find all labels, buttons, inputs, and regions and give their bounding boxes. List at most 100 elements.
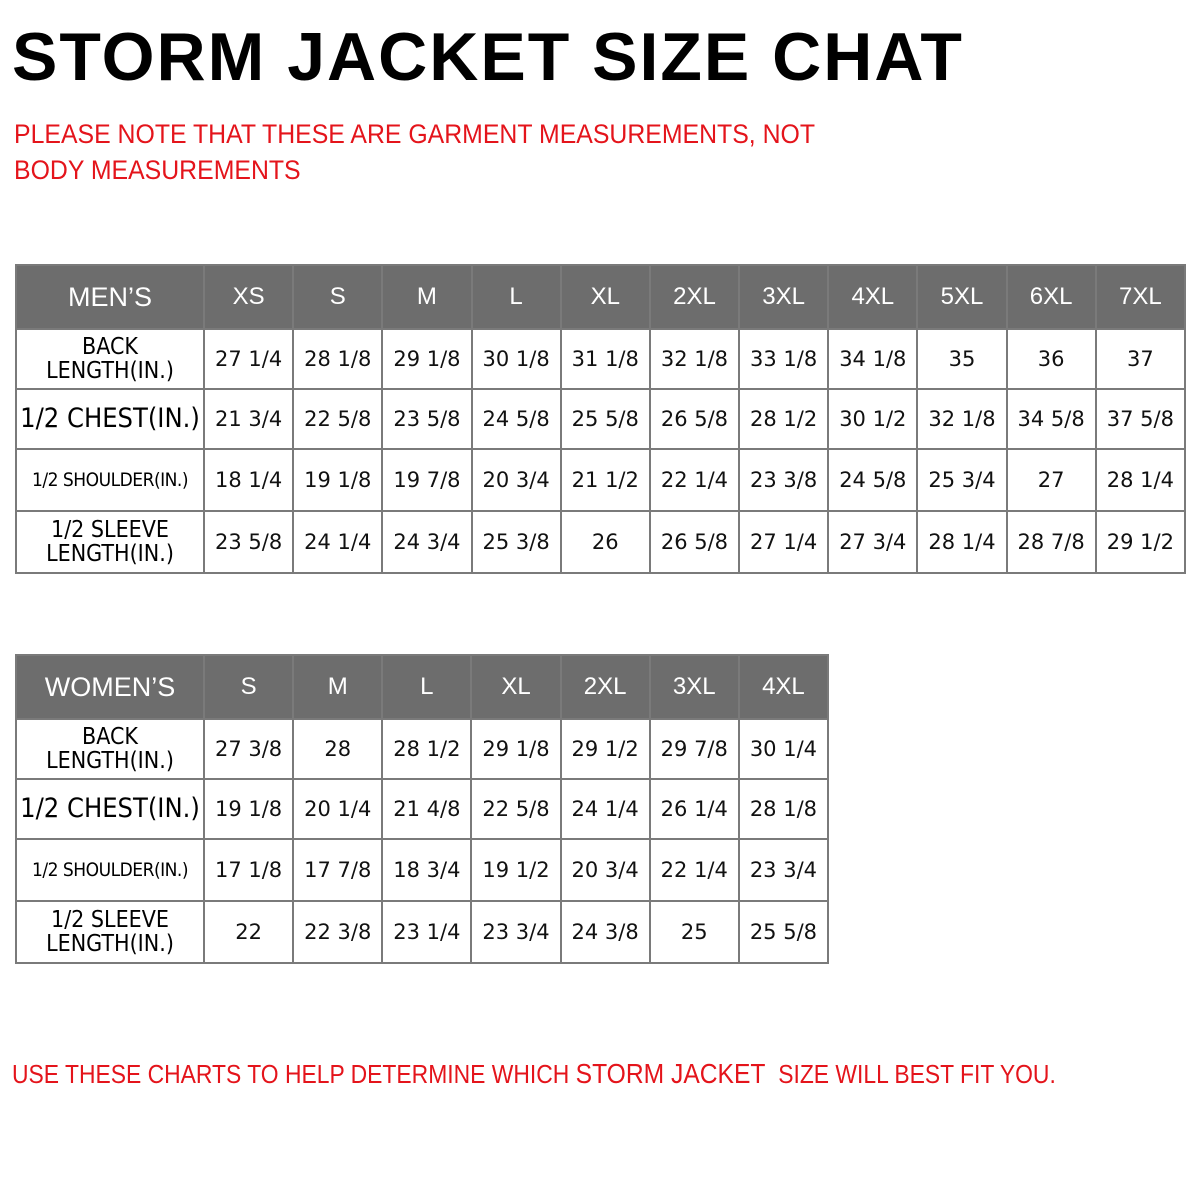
measurement-value: 18 1/4 [202, 448, 295, 512]
measurement-label: BACK LENGTH(IN.) [15, 328, 205, 390]
measurement-value: 17 1/8 [202, 838, 295, 902]
size-header: XL [470, 654, 562, 720]
measurement-value: 22 5/8 [470, 778, 562, 840]
measurement-value: 30 1/8 [470, 328, 562, 390]
mens-size-table: MEN’S XS S M L XL 2XL 3XL 4XL 5XL 6XL 7XL BACK LENGT… [15, 264, 1187, 574]
footer-instruction: USE THESE CHARTS TO HELP DETERMINE WHICH… [12, 1058, 1056, 1090]
measurement-value: 28 1/2 [381, 718, 473, 780]
measurement-value: 29 7/8 [648, 718, 740, 780]
measurement-value: 28 1/4 [1094, 448, 1187, 512]
measurement-value: 24 1/4 [292, 510, 384, 574]
measurement-value: 20 3/4 [559, 838, 651, 902]
womens-size-table: WOMEN’S S M L XL 2XL 3XL 4XL BACK LENGTH(IN.) 27 … [15, 654, 830, 964]
measurement-label: 1/2 SLEEVE LENGTH(IN.) [15, 510, 205, 574]
table-row: BACK LENGTH(IN.) 27 1/4 28 1/8 29 1/8 30 1/8… [15, 328, 1187, 390]
measurement-value: 27 1/4 [738, 510, 830, 574]
measurement-value: 24 5/8 [470, 388, 562, 450]
table-row: 1/2 SLEEVE LENGTH(IN.) 23 5/8 24 1/4 24 3/4… [15, 510, 1187, 574]
measurement-value: 28 7/8 [1005, 510, 1097, 574]
size-header: L [381, 654, 473, 720]
measurement-value: 36 [1005, 328, 1097, 390]
size-header: 4XL [737, 654, 830, 720]
measurement-value: 21 1/2 [559, 448, 651, 512]
measurement-value: 24 5/8 [827, 448, 919, 512]
table-row: 1/2 CHEST(IN.) 21 3/4 22 5/8 23 5/8 24 5/8 25… [15, 388, 1187, 450]
measurement-value: 19 1/2 [470, 838, 562, 902]
size-header: 3XL [738, 264, 830, 330]
measurement-value: 21 4/8 [381, 778, 473, 840]
measurement-value: 20 3/4 [470, 448, 562, 512]
page-title: STORM JACKET SIZE CHAT [12, 19, 964, 95]
table-row: 1/2 CHEST(IN.) 19 1/8 20 1/4 21 4/8 22 5/8 24… [15, 778, 830, 840]
size-header: 2XL [559, 654, 651, 720]
size-header: S [202, 654, 295, 720]
measurement-value: 26 5/8 [648, 388, 741, 450]
measurement-value: 37 5/8 [1094, 388, 1187, 450]
measurement-value: 33 1/8 [738, 328, 830, 390]
measurement-value: 27 [1005, 448, 1097, 512]
measurement-value: 34 1/8 [827, 328, 919, 390]
table-header-label: MEN’S [15, 264, 205, 330]
measurement-value: 23 3/8 [738, 448, 830, 512]
measurement-value: 19 1/8 [292, 448, 384, 512]
table-row: 1/2 SLEEVE LENGTH(IN.) 22 22 3/8 23 1/4 23 3… [15, 900, 830, 964]
measurement-value: 24 3/4 [381, 510, 473, 574]
measurement-value: 20 1/4 [292, 778, 384, 840]
measurement-value: 23 1/4 [381, 900, 473, 964]
measurement-value: 21 3/4 [202, 388, 295, 450]
measurement-value: 27 3/4 [827, 510, 919, 574]
measurement-value: 22 1/4 [648, 448, 741, 512]
size-header: XL [559, 264, 651, 330]
size-header: 7XL [1094, 264, 1187, 330]
measurement-value: 17 7/8 [292, 838, 384, 902]
measurement-value: 34 5/8 [1005, 388, 1097, 450]
measurement-value: 22 5/8 [292, 388, 384, 450]
size-header: XS [202, 264, 295, 330]
size-header: 4XL [827, 264, 919, 330]
measurement-value: 28 1/8 [737, 778, 830, 840]
measurement-value: 18 3/4 [381, 838, 473, 902]
measurement-value: 37 [1094, 328, 1187, 390]
measurement-value: 26 1/4 [648, 778, 740, 840]
size-header: S [292, 264, 384, 330]
measurement-value: 30 1/4 [737, 718, 830, 780]
measurement-value: 22 3/8 [292, 900, 384, 964]
header-row: MEN’S XS S M L XL 2XL 3XL 4XL 5XL 6XL 7XL [15, 264, 1187, 330]
measurement-value: 29 1/2 [559, 718, 651, 780]
measurement-value: 22 [202, 900, 295, 964]
size-header: 3XL [648, 654, 740, 720]
table-row: 1/2 SHOULDER(IN.) 17 1/8 17 7/8 18 3/4 19 1/… [15, 838, 830, 902]
measurement-value: 28 [292, 718, 384, 780]
size-header: M [381, 264, 473, 330]
measurement-value: 25 [648, 900, 740, 964]
table-header-label: WOMEN’S [15, 654, 205, 720]
measurement-label: 1/2 SLEEVE LENGTH(IN.) [15, 900, 205, 964]
measurement-value: 19 1/8 [202, 778, 295, 840]
measurement-value: 26 [559, 510, 651, 574]
footer-text-start: USE THESE CHARTS TO HELP DETERMINE WHICH [12, 1059, 576, 1089]
size-header: 2XL [648, 264, 741, 330]
measurement-value: 26 5/8 [648, 510, 741, 574]
garment-measurement-note: PLEASE NOTE THAT THESE ARE GARMENT MEASU… [14, 119, 815, 185]
measurement-value: 19 7/8 [381, 448, 473, 512]
measurement-value: 28 1/2 [738, 388, 830, 450]
measurement-value: 30 1/2 [827, 388, 919, 450]
measurement-value: 32 1/8 [916, 388, 1008, 450]
measurement-value: 25 3/4 [916, 448, 1008, 512]
header-row: WOMEN’S S M L XL 2XL 3XL 4XL [15, 654, 830, 720]
measurement-value: 25 5/8 [559, 388, 651, 450]
measurement-value: 22 1/4 [648, 838, 740, 902]
measurement-value: 35 [916, 328, 1008, 390]
measurement-value: 29 1/8 [470, 718, 562, 780]
measurement-value: 25 3/8 [470, 510, 562, 574]
measurement-value: 24 3/8 [559, 900, 651, 964]
measurement-value: 29 1/8 [381, 328, 473, 390]
measurement-label: BACK LENGTH(IN.) [15, 718, 205, 780]
footer-brand: STORM JACKET [575, 1058, 766, 1089]
measurement-value: 25 5/8 [737, 900, 830, 964]
measurement-label: 1/2 SHOULDER(IN.) [15, 838, 205, 902]
measurement-label: 1/2 SHOULDER(IN.) [15, 448, 205, 512]
size-header: 5XL [916, 264, 1008, 330]
measurement-value: 31 1/8 [559, 328, 651, 390]
measurement-value: 24 1/4 [559, 778, 651, 840]
